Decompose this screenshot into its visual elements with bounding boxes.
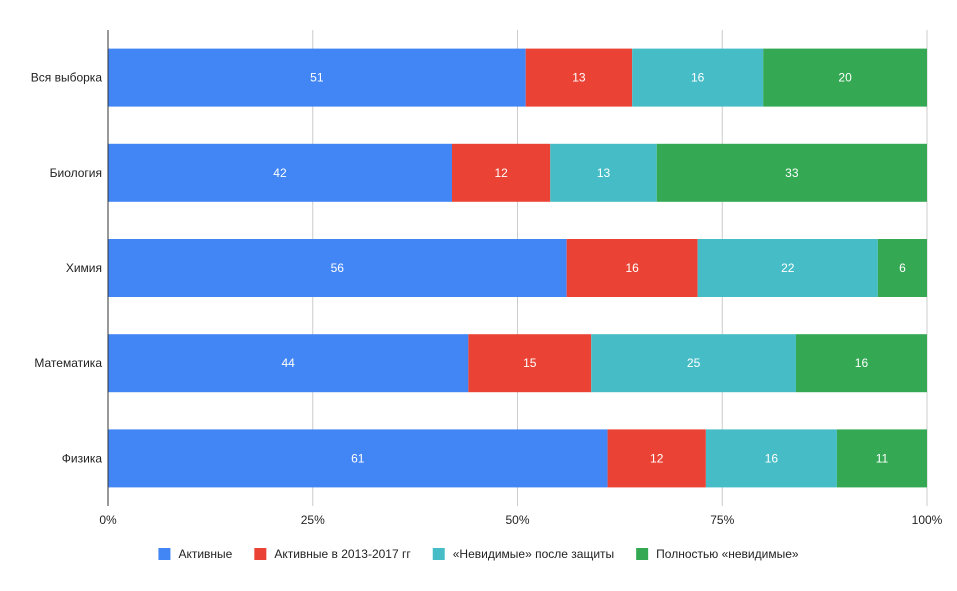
legend-label: Полностью «невидимые» (656, 547, 799, 561)
bar-segment (607, 429, 706, 488)
bar-segment (656, 143, 927, 202)
bar-segment (632, 48, 764, 107)
category-label: Биология (50, 166, 102, 180)
x-tick-label: 50% (505, 513, 529, 527)
data-label: 16 (765, 451, 779, 465)
category-label: Химия (66, 261, 102, 275)
legend-swatch (254, 548, 267, 560)
data-label: 61 (351, 451, 365, 465)
axes: 0% 25% 50% 75% 100% Вся выборка Биология Химия М… (31, 30, 943, 527)
data-label: 44 (282, 356, 296, 370)
bar-segment (108, 429, 608, 488)
bar-segment (877, 239, 927, 297)
bar-segment (795, 334, 927, 393)
data-label: 33 (785, 166, 799, 180)
legend-label: Активные в 2013-2017 гг (274, 547, 411, 561)
legend-item: Полностью «невидимые» (636, 547, 799, 561)
bar-segment (108, 239, 567, 297)
legend-item: Активные в 2013-2017 гг (254, 547, 411, 561)
x-tick-label: 0% (99, 513, 117, 527)
bar-segment (697, 239, 878, 297)
data-label: 13 (572, 71, 586, 85)
bar-segment (705, 429, 837, 488)
data-label: 16 (855, 356, 869, 370)
legend-label: Активные (178, 547, 232, 561)
data-label: 11 (876, 451, 889, 465)
data-label: 42 (273, 166, 287, 180)
data-label: 16 (691, 71, 705, 85)
data-label: 12 (494, 166, 508, 180)
bar-segment (108, 48, 526, 107)
category-label: Математика (34, 356, 102, 370)
x-tick-label: 75% (710, 513, 734, 527)
data-label: 20 (838, 71, 852, 85)
bar-segment (468, 334, 592, 393)
category-label: Вся выборка (31, 71, 103, 85)
legend-item: Активные (158, 547, 233, 561)
data-label: 12 (650, 451, 664, 465)
bar-segment (451, 143, 551, 202)
x-tick-label: 100% (912, 513, 943, 527)
legend-item: «Невидимые» после защиты (432, 547, 614, 561)
legend-label: «Невидимые» после защиты (453, 547, 614, 561)
data-label: 15 (523, 356, 537, 370)
data-label: 13 (597, 166, 611, 180)
data-label: 56 (331, 261, 345, 275)
data-label: 51 (310, 71, 324, 85)
bars: 51 13 16 20 42 12 13 33 56 16 22 6 44 15 25 16 61 12 16 11 (108, 48, 927, 488)
legend: Активные Активные в 2013-2017 гг «Невидимы… (158, 547, 799, 561)
bar-segment (566, 239, 698, 297)
data-label: 16 (625, 261, 639, 275)
bar-segment (525, 48, 633, 107)
data-label: 25 (687, 356, 701, 370)
legend-swatch (158, 548, 171, 560)
bar-segment (836, 429, 927, 488)
category-label: Физика (62, 451, 103, 465)
bar-segment (108, 334, 469, 393)
legend-swatch (432, 548, 445, 560)
bar-segment (550, 143, 657, 202)
bar-segment (591, 334, 796, 393)
data-label: 6 (899, 261, 906, 275)
data-label: 22 (781, 261, 795, 275)
bar-segment (108, 143, 452, 202)
bar-segment (763, 48, 927, 107)
legend-swatch (636, 548, 649, 560)
x-tick-label: 25% (301, 513, 325, 527)
